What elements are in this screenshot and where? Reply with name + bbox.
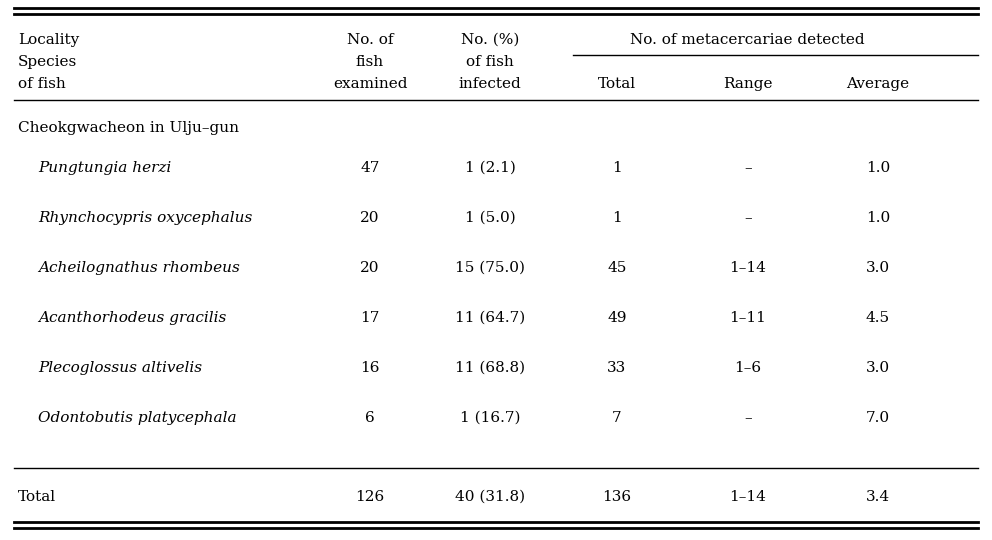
Text: 1: 1 (612, 211, 622, 225)
Text: Species: Species (18, 55, 77, 69)
Text: 1–14: 1–14 (729, 490, 767, 504)
Text: Total: Total (18, 490, 57, 504)
Text: fish: fish (356, 55, 384, 69)
Text: Range: Range (723, 77, 773, 91)
Text: 4.5: 4.5 (866, 311, 890, 325)
Text: Acheilognathus rhombeus: Acheilognathus rhombeus (38, 261, 240, 275)
Text: Total: Total (598, 77, 636, 91)
Text: 3.0: 3.0 (866, 361, 890, 375)
Text: 20: 20 (360, 261, 380, 275)
Text: Odontobutis platycephala: Odontobutis platycephala (38, 411, 237, 425)
Text: 15 (75.0): 15 (75.0) (455, 261, 525, 275)
Text: 17: 17 (360, 311, 380, 325)
Text: 33: 33 (607, 361, 627, 375)
Text: examined: examined (332, 77, 408, 91)
Text: 1.0: 1.0 (866, 161, 890, 175)
Text: Locality: Locality (18, 33, 79, 47)
Text: Cheokgwacheon in Ulju–gun: Cheokgwacheon in Ulju–gun (18, 121, 239, 135)
Text: 16: 16 (360, 361, 380, 375)
Text: Average: Average (846, 77, 910, 91)
Text: 136: 136 (602, 490, 632, 504)
Text: 7.0: 7.0 (866, 411, 890, 425)
Text: 20: 20 (360, 211, 380, 225)
Text: 7: 7 (612, 411, 622, 425)
Text: 3.4: 3.4 (866, 490, 890, 504)
Text: 1 (2.1): 1 (2.1) (464, 161, 516, 175)
Text: Plecoglossus altivelis: Plecoglossus altivelis (38, 361, 202, 375)
Text: Acanthorhodeus gracilis: Acanthorhodeus gracilis (38, 311, 226, 325)
Text: 1: 1 (612, 161, 622, 175)
Text: 11 (68.8): 11 (68.8) (455, 361, 525, 375)
Text: No. (%): No. (%) (461, 33, 519, 47)
Text: –: – (744, 211, 752, 225)
Text: 49: 49 (607, 311, 627, 325)
Text: 1 (5.0): 1 (5.0) (464, 211, 516, 225)
Text: –: – (744, 161, 752, 175)
Text: 11 (64.7): 11 (64.7) (455, 311, 525, 325)
Text: 6: 6 (365, 411, 375, 425)
Text: of fish: of fish (466, 55, 514, 69)
Text: of fish: of fish (18, 77, 65, 91)
Text: 1–11: 1–11 (729, 311, 767, 325)
Text: –: – (744, 411, 752, 425)
Text: Rhynchocypris oxycephalus: Rhynchocypris oxycephalus (38, 211, 252, 225)
Text: No. of metacercariae detected: No. of metacercariae detected (630, 33, 865, 47)
Text: No. of: No. of (347, 33, 393, 47)
Text: Pungtungia herzi: Pungtungia herzi (38, 161, 172, 175)
Text: 1 (16.7): 1 (16.7) (459, 411, 520, 425)
Text: 47: 47 (360, 161, 380, 175)
Text: infected: infected (458, 77, 522, 91)
Text: 3.0: 3.0 (866, 261, 890, 275)
Text: 1–6: 1–6 (734, 361, 762, 375)
Text: 126: 126 (355, 490, 385, 504)
Text: 1–14: 1–14 (729, 261, 767, 275)
Text: 40 (31.8): 40 (31.8) (455, 490, 525, 504)
Text: 1.0: 1.0 (866, 211, 890, 225)
Text: 45: 45 (607, 261, 627, 275)
